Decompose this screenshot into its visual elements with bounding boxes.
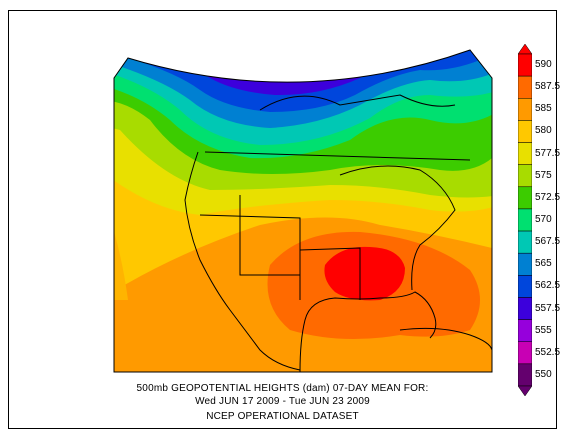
colorbar-swatch	[518, 297, 532, 320]
colorbar-swatch	[518, 164, 532, 188]
colorbar-label: 550	[535, 368, 552, 380]
colorbar-label: 570	[535, 214, 552, 225]
colorbar-label: 580	[535, 125, 552, 137]
colorbar-label: 562.5	[535, 280, 561, 292]
colorbar-label: 585	[535, 103, 552, 115]
colorbar-swatch	[518, 252, 532, 276]
colorbar-label: 572.5	[535, 191, 561, 203]
colorbar-swatch	[518, 275, 532, 298]
colorbar-label: 565	[535, 258, 552, 270]
colorbar-label: 587.5	[535, 81, 561, 93]
colorbar	[518, 44, 532, 396]
caption-line1: 500mb GEOPOTENTIAL HEIGHTS (dam) 07-DAY …	[136, 383, 429, 394]
colorbar-swatch	[518, 120, 532, 143]
colorbar-swatch	[518, 341, 532, 365]
colorbar-swatch	[518, 142, 532, 165]
colorbar-bottom-arrow	[518, 385, 532, 396]
colorbar-swatch	[518, 98, 532, 121]
colorbar-label: 567.5	[535, 236, 561, 248]
colorbar-swatch	[518, 75, 532, 99]
colorbar-label: 552.5	[535, 346, 561, 358]
colorbar-swatch	[518, 53, 532, 77]
colorbar-label: 557.5	[535, 302, 561, 314]
colorbar-label: 555	[535, 324, 552, 336]
map-outline	[113, 49, 493, 373]
colorbar-top-arrow	[518, 44, 532, 55]
colorbar-label: 577.5	[535, 147, 561, 159]
colorbar-swatch	[518, 208, 532, 232]
figure-frame	[8, 10, 557, 429]
colorbar-swatch	[518, 230, 532, 254]
colorbar-swatch	[518, 319, 532, 342]
colorbar-swatch	[518, 186, 532, 210]
colorbar-label: 590	[535, 59, 552, 71]
colorbar-label: 575	[535, 169, 552, 181]
caption-line3: NCEP OPERATIONAL DATASET	[206, 411, 359, 422]
caption-line2: Wed JUN 17 2009 - Tue JUN 23 2009	[195, 396, 370, 407]
coastlines	[184, 94, 493, 373]
